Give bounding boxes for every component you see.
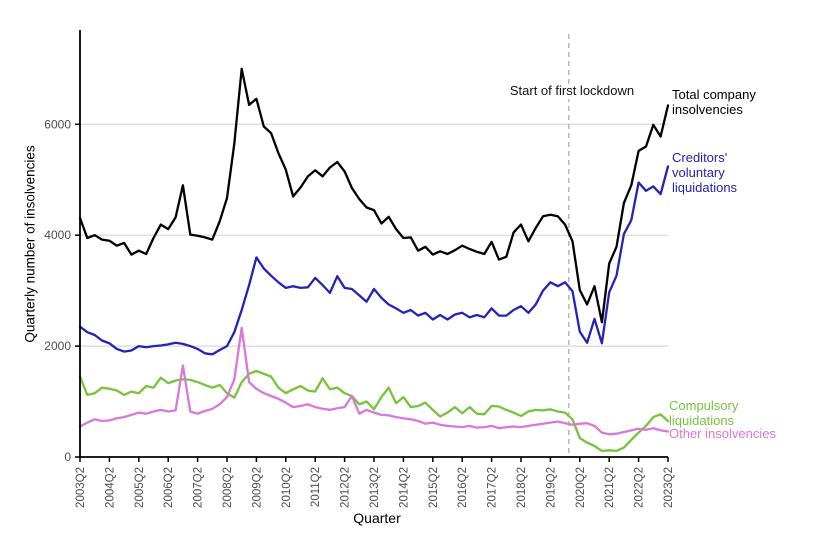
x-tick-label: 2019Q2	[545, 467, 557, 508]
y-tick-label: 2000	[44, 339, 71, 353]
x-tick-label: 2022Q2	[634, 467, 646, 508]
y-tick-label: 0	[64, 450, 71, 464]
x-tick-label: 2009Q2	[251, 467, 263, 508]
series-label-compulsory: Compulsory liquidations	[669, 398, 739, 428]
x-tick-label: 2014Q2	[398, 467, 410, 508]
lockdown-annotation: Start of first lockdown	[492, 83, 652, 99]
y-tick-label: 4000	[44, 228, 71, 242]
x-tick-label: 2010Q2	[281, 467, 293, 508]
x-tick-label: 2021Q2	[604, 467, 616, 508]
y-tick-label: 6000	[44, 117, 71, 131]
x-tick-label: 2007Q2	[193, 467, 205, 508]
x-tick-label: 2011Q2	[310, 467, 322, 507]
x-tick-label: 2004Q2	[104, 467, 116, 508]
x-tick-label: 2020Q2	[575, 467, 587, 508]
x-tick-label: 2018Q2	[516, 467, 528, 508]
x-tick-label: 2012Q2	[340, 467, 352, 508]
x-tick-label: 2008Q2	[222, 467, 234, 508]
x-tick-label: 2003Q2	[75, 467, 87, 508]
line-total-company-insolvencies	[78, 67, 670, 324]
x-tick-label: 2023Q2	[663, 467, 675, 508]
x-tick-label: 2017Q2	[487, 467, 499, 508]
series-label-other: Other insolvencies	[669, 426, 776, 441]
x-axis-title: Quarter	[353, 510, 401, 526]
x-tick-label: 2013Q2	[369, 467, 381, 508]
x-tick-label: 2016Q2	[457, 467, 469, 508]
line-creditors-voluntary-liquidations	[78, 165, 670, 356]
line-compulsory-liquidations	[78, 369, 670, 453]
x-tick-label: 2015Q2	[428, 467, 440, 508]
line-other-insolvencies	[78, 326, 670, 436]
x-tick-label: 2005Q2	[134, 467, 146, 508]
series-label-total: Total company insolvencies	[672, 87, 756, 117]
series-label-cvl: Creditors' voluntary liquidations	[672, 150, 738, 195]
y-axis-title: Quarterly number of insolvencies	[22, 145, 38, 343]
x-tick-label: 2006Q2	[163, 467, 175, 508]
